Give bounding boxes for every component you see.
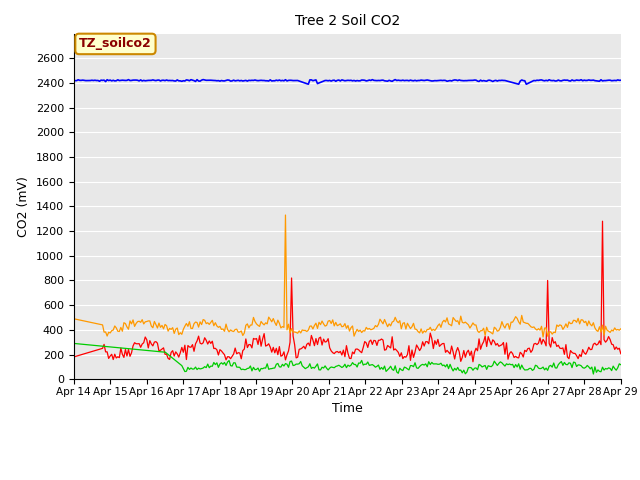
Tree2 -8cm [70,340,77,346]
Y-axis label: CO2 (mV): CO2 (mV) [17,176,30,237]
Tree2 -2cm [70,354,77,360]
Tree2 -4cm [540,334,547,340]
Tree2 -2cm [251,336,259,342]
Tree2 -8cm [260,365,268,371]
Tree2 -4cm [589,320,597,325]
X-axis label: Time: Time [332,402,363,415]
Tree2 -8cm [586,366,594,372]
Tree2 -2cm [588,347,596,352]
Tree2 -4cm [310,323,318,328]
Tree2 -2cm [233,351,241,357]
Tree2 -2cm [469,359,477,365]
Tree2 -4cm [251,319,259,324]
Tree2 -16cm [392,77,399,83]
Line: Tree2 -16cm: Tree2 -16cm [74,80,621,84]
Tree2 -4cm [260,322,268,328]
Tree2 -16cm [251,77,259,83]
Tree2 -8cm [233,364,241,370]
Tree2 -16cm [260,78,268,84]
Tree2 -8cm [309,364,317,370]
Tree2 -8cm [589,371,597,377]
Tree2 -16cm [617,77,625,83]
Tree2 -16cm [310,77,318,83]
Tree2 -4cm [617,326,625,332]
Line: Tree2 -4cm: Tree2 -4cm [74,215,621,337]
Tree2 -16cm [233,78,241,84]
Tree2 -2cm [598,218,606,224]
Tree2 -2cm [617,351,625,357]
Tree2 -16cm [137,77,145,83]
Tree2 -8cm [137,347,145,353]
Tree2 -4cm [70,316,77,322]
Line: Tree2 -8cm: Tree2 -8cm [74,343,621,374]
Tree2 -8cm [251,367,259,372]
Line: Tree2 -2cm: Tree2 -2cm [74,221,621,362]
Tree2 -4cm [233,326,241,332]
Title: Tree 2 Soil CO2: Tree 2 Soil CO2 [294,14,400,28]
Tree2 -4cm [137,320,145,325]
Tree2 -8cm [617,362,625,368]
Tree2 -16cm [589,77,597,83]
Tree2 -4cm [282,212,289,218]
Tree2 -2cm [309,337,317,343]
Tree2 -16cm [70,78,77,84]
Tree2 -2cm [260,331,268,336]
Tree2 -2cm [137,345,145,350]
Text: TZ_soilco2: TZ_soilco2 [79,37,152,50]
Tree2 -16cm [305,81,312,87]
